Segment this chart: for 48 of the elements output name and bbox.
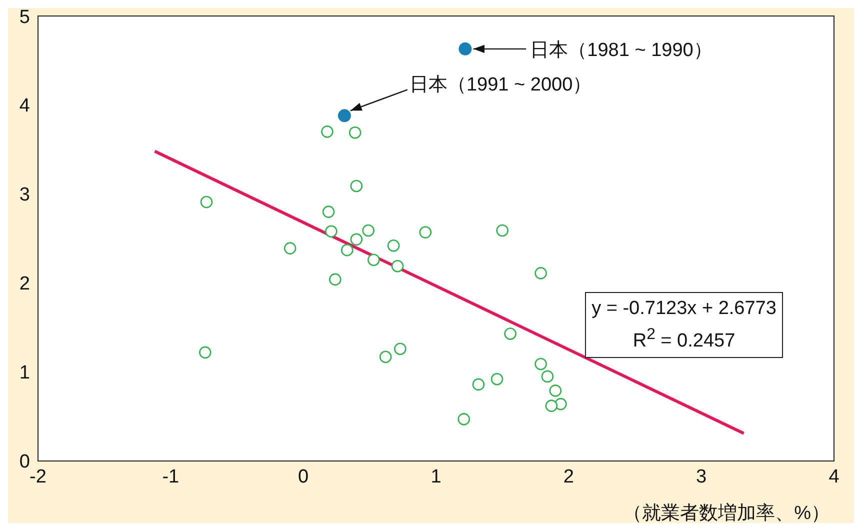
point <box>321 126 334 138</box>
annotation: 日本（1981 ~ 1990） <box>530 40 712 61</box>
point <box>419 226 432 238</box>
point <box>379 350 392 364</box>
y-tick-label: 0 <box>19 452 30 473</box>
x-axis-title: （就業者数増加率、%） <box>623 502 830 524</box>
annotation: y = -0.7123x + 2.6773 <box>592 296 776 321</box>
point <box>541 370 554 383</box>
x-tick-label: -2 <box>30 466 46 488</box>
x-tick-label: 4 <box>828 466 840 488</box>
x-tick-label: 0 <box>298 466 309 488</box>
annotation: R$^{2}$ = 0.2457 <box>632 324 736 354</box>
point <box>340 244 354 256</box>
y-tick-label: 1 <box>19 362 30 384</box>
y-tick-label: 4 <box>19 96 30 117</box>
point <box>394 342 406 356</box>
x-tick-label: 1 <box>430 466 442 488</box>
point <box>322 206 335 218</box>
point <box>472 378 485 391</box>
x-tick-label: -1 <box>162 466 180 488</box>
point <box>338 109 351 122</box>
point <box>350 233 363 246</box>
point <box>325 225 338 238</box>
y-tick-label: 5 <box>19 6 30 28</box>
point <box>490 372 504 386</box>
point <box>329 273 342 286</box>
point <box>504 328 516 340</box>
point <box>362 224 374 237</box>
x-tick-label: 2 <box>563 466 574 488</box>
point <box>387 239 400 252</box>
point <box>549 384 562 397</box>
point <box>534 358 547 370</box>
point <box>391 260 404 272</box>
point <box>545 400 558 412</box>
point <box>284 242 296 254</box>
point <box>458 42 472 56</box>
y-tick-label: 2 <box>19 274 30 295</box>
point <box>200 196 213 208</box>
point <box>458 413 470 426</box>
point <box>350 180 363 192</box>
y-tick-label: 3 <box>19 184 30 206</box>
point <box>199 346 212 359</box>
point <box>534 267 547 280</box>
point <box>496 224 508 237</box>
x-tick-label: 3 <box>696 466 707 488</box>
point <box>367 254 380 266</box>
annotation: 日本（1991 ~ 2000） <box>409 74 592 96</box>
point <box>348 126 362 139</box>
